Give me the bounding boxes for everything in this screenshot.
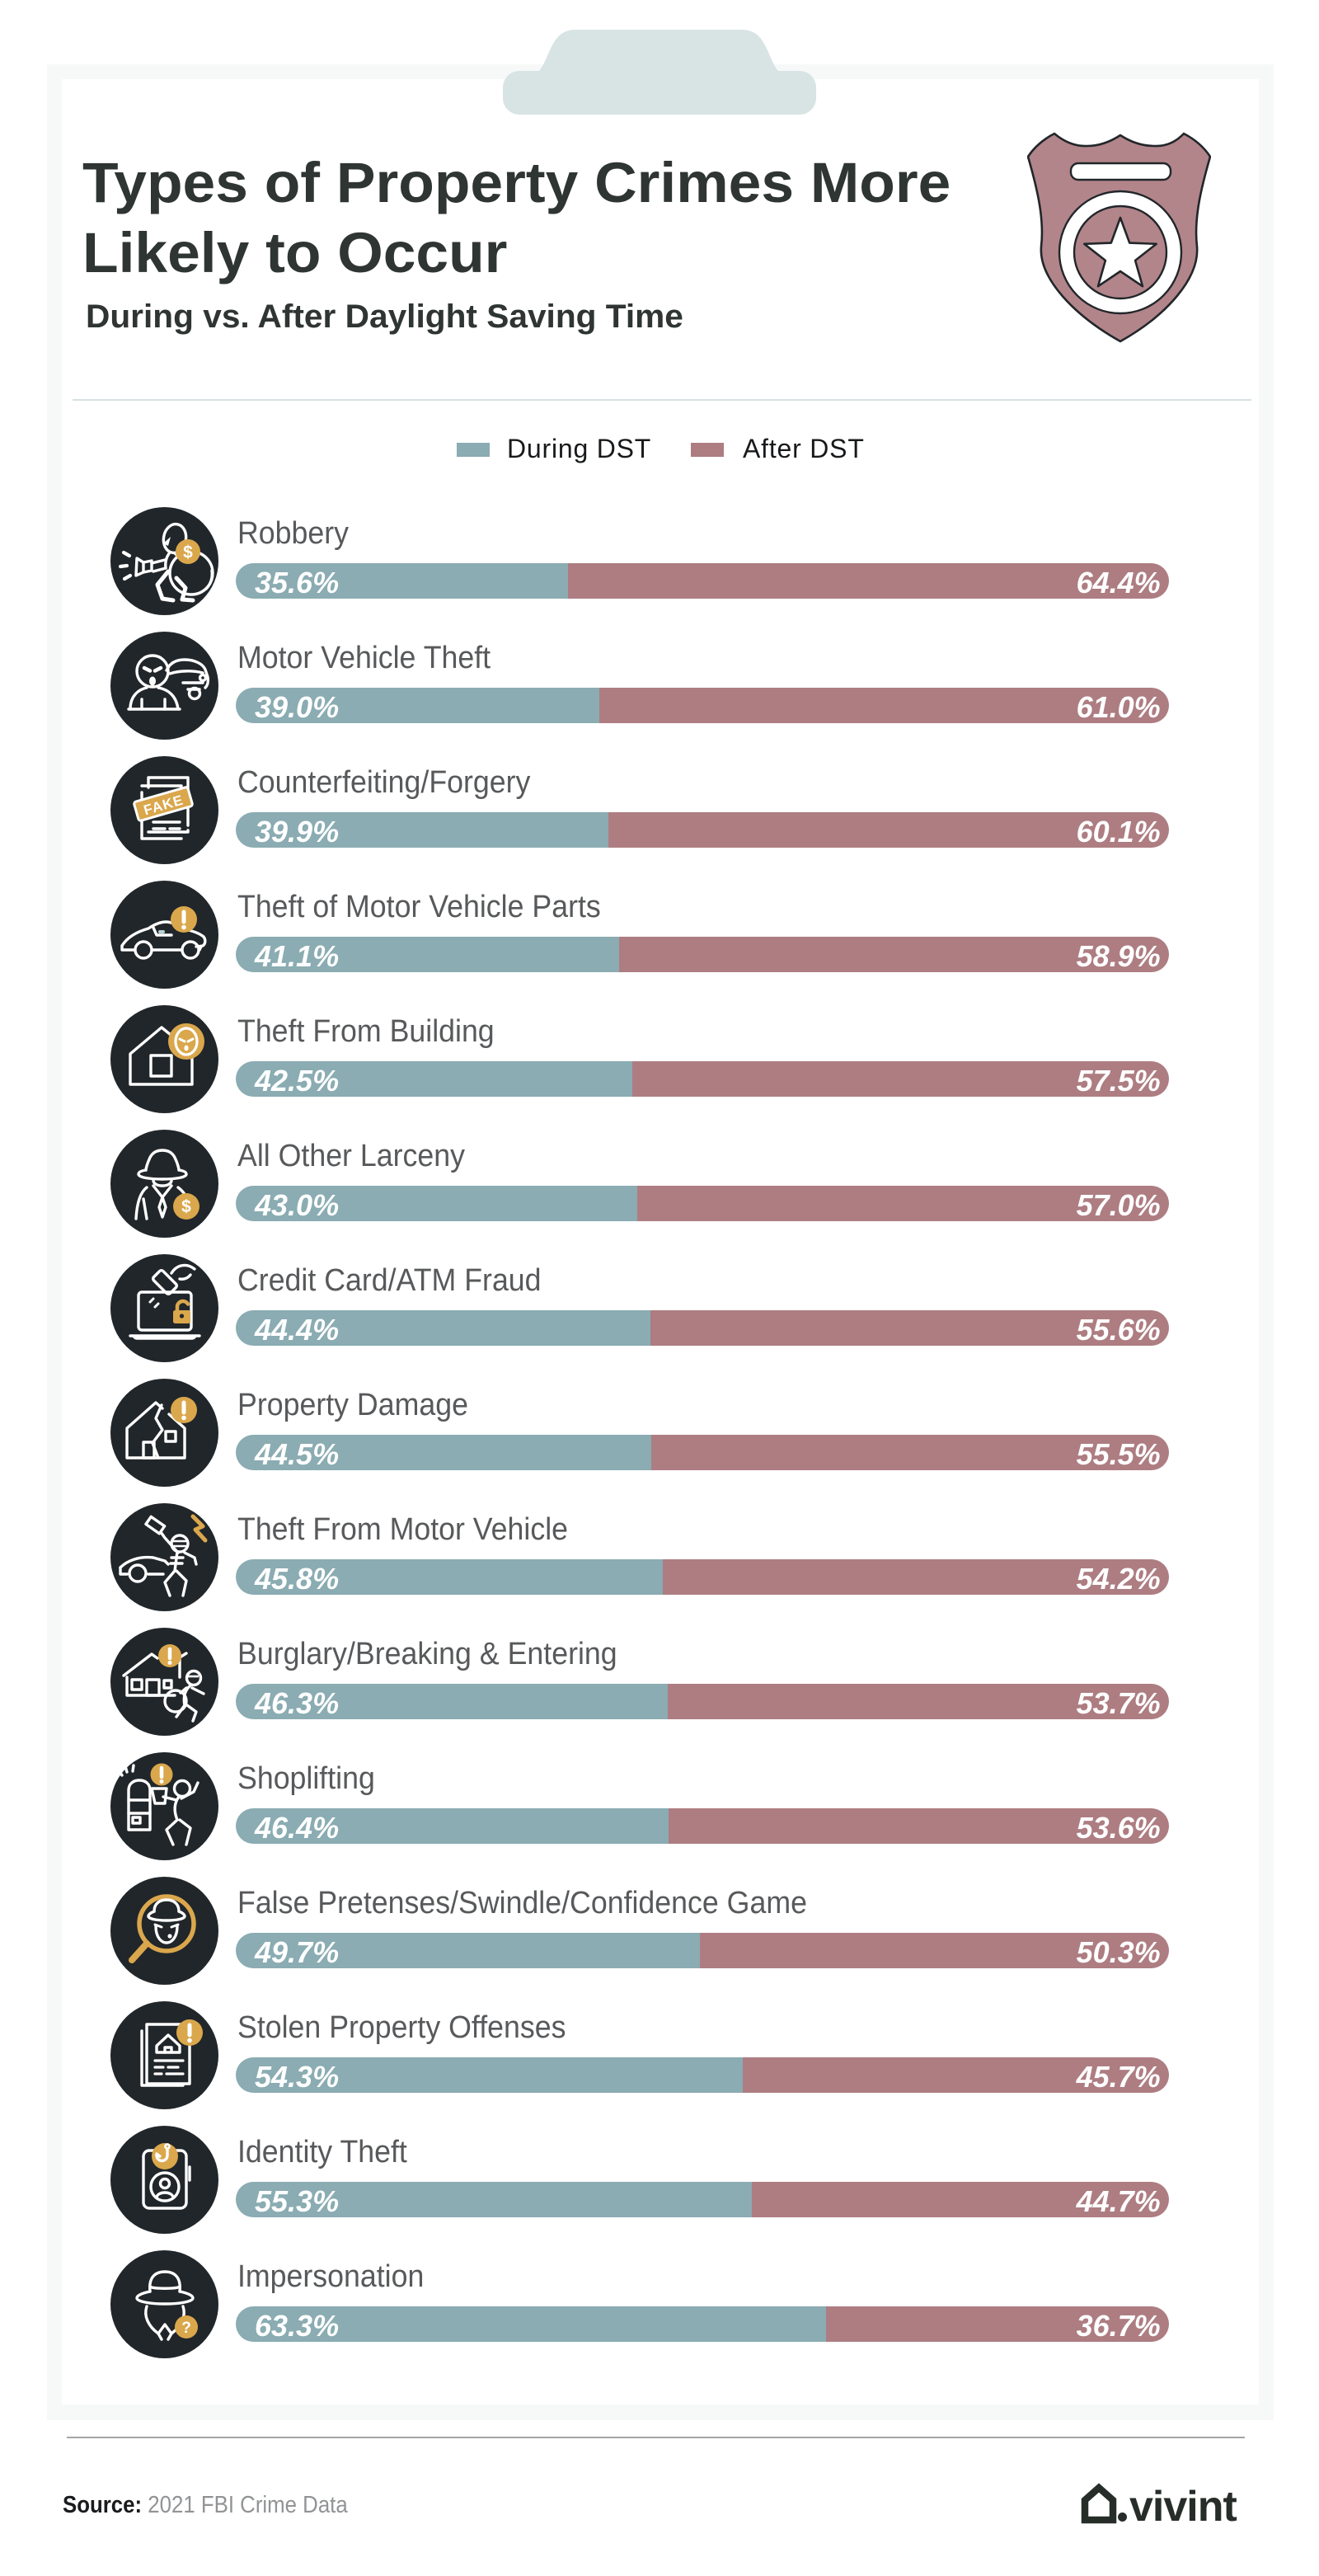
svg-text:?: ? (181, 2320, 191, 2337)
svg-text:$: $ (181, 1197, 191, 1216)
svg-text:vivint: vivint (1129, 2483, 1237, 2525)
svg-text:$: $ (183, 543, 193, 562)
